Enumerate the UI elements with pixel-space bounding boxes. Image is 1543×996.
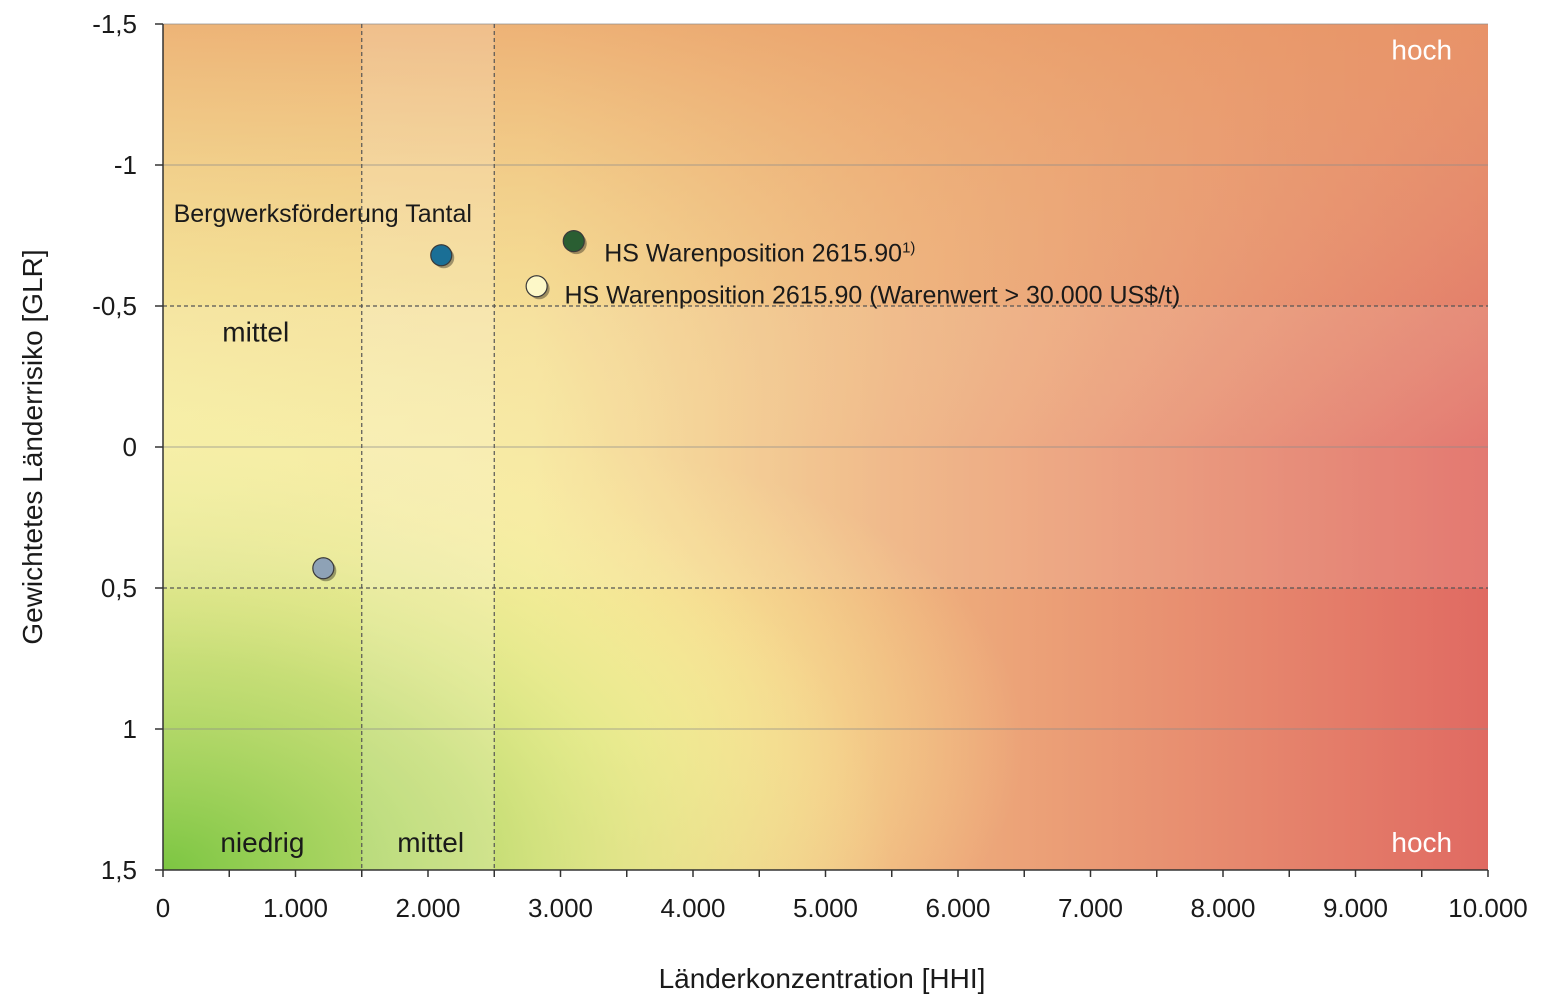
- x-tick-label: 1.000: [263, 893, 328, 923]
- zone-label: hoch: [1391, 827, 1452, 858]
- y-tick-label: 0: [123, 432, 137, 462]
- zone-label: mittel: [397, 827, 464, 858]
- point-label: Bergwerksförderung Tantal: [174, 200, 472, 228]
- x-axis-title: Länderkonzentration [HHI]: [659, 963, 986, 994]
- x-tick-label: 7.000: [1058, 893, 1123, 923]
- x-tick-labels: 0 1.000 2.000 3.000 4.000 5.000 6.000 7.000 8.00…: [156, 893, 1528, 923]
- x-tick-label: 6.000: [925, 893, 990, 923]
- x-tick-label: 10.000: [1448, 893, 1528, 923]
- data-point: [312, 557, 335, 580]
- point-labels: Bergwerksförderung Tantal HS Warenpositio…: [174, 200, 1181, 310]
- y-tick-label: 0,5: [101, 573, 137, 603]
- point-label: HS Warenposition 2615.901): [604, 239, 915, 267]
- y-tick-label: -1,5: [92, 9, 137, 39]
- data-point: [525, 275, 548, 298]
- zone-labels: hoch mittel niedrig mittel hoch: [220, 34, 1452, 857]
- data-points: [312, 230, 587, 582]
- zone-label: mittel: [222, 316, 289, 347]
- x-tick-label: 8.000: [1190, 893, 1255, 923]
- y-tick-label: -0,5: [92, 291, 137, 321]
- point-label-superscript: 1): [902, 239, 915, 256]
- y-tick-label: 1,5: [101, 855, 137, 885]
- x-tick-label: 2.000: [395, 893, 460, 923]
- zone-label: hoch: [1391, 34, 1452, 65]
- zone-label: niedrig: [220, 827, 304, 858]
- x-tick-label: 9.000: [1323, 893, 1388, 923]
- x-tick-label: 5.000: [793, 893, 858, 923]
- y-axis-title: Gewichtetes Länderrisiko [GLR]: [17, 249, 48, 644]
- x-tick-label: 3.000: [528, 893, 593, 923]
- data-point: [430, 244, 453, 267]
- x-tick-label: 4.000: [660, 893, 725, 923]
- y-tick-label: 1: [123, 714, 137, 744]
- point-label: HS Warenposition 2615.90 (Warenwert > 30…: [564, 282, 1180, 310]
- threshold-lines: [163, 24, 1488, 870]
- y-tick-label: -1: [114, 150, 137, 180]
- axes: [155, 23, 1489, 877]
- x-tick-label: 0: [156, 893, 170, 923]
- y-tick-labels: -1,5 -1 -0,5 0 0,5 1 1,5: [92, 9, 137, 885]
- data-point: [562, 230, 585, 253]
